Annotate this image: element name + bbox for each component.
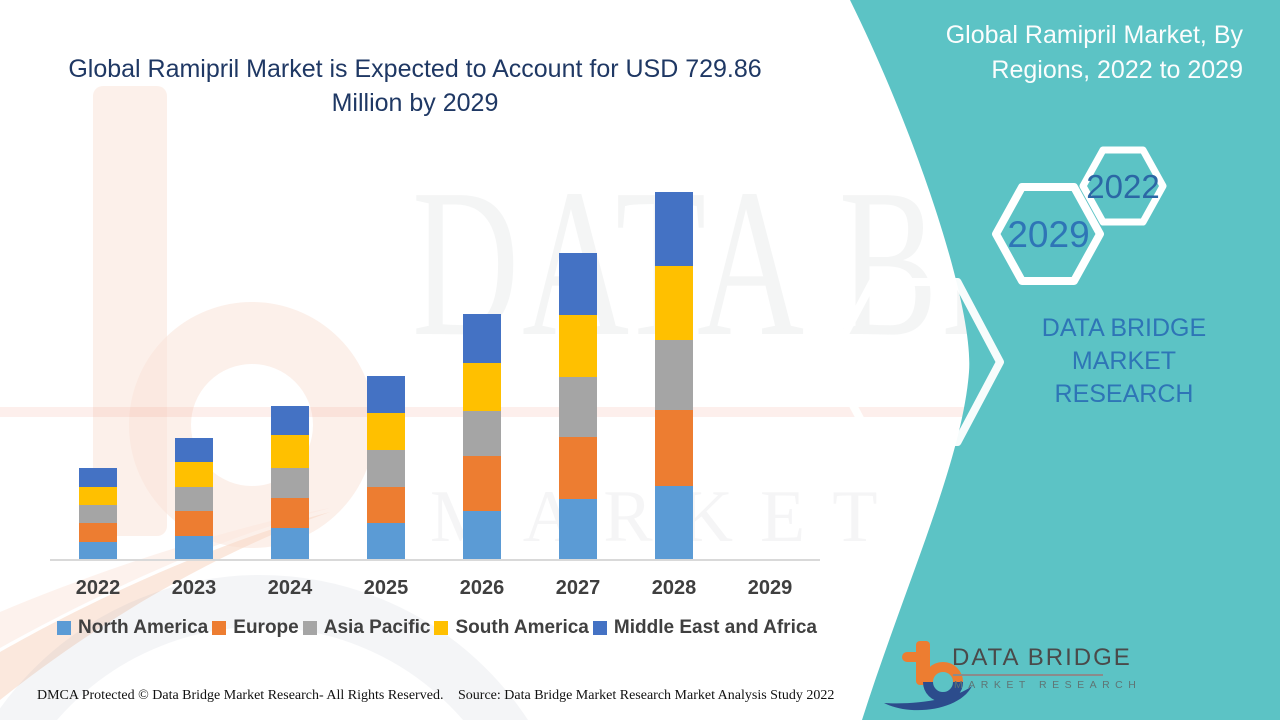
bar-segment-2026-south-america [463,362,501,411]
legend-swatch-icon [592,621,607,635]
legend-item-south-america: South America [434,617,589,639]
panel-title: Global Ramipril Market, By Regions, 2022… [913,18,1243,88]
x-axis-label-2029: 2029 [747,577,793,599]
bar-segment-2023-middle-east-and-africa [175,437,213,462]
bar-segment-2024-north-america [271,528,309,560]
dmca-notice: DMCA Protected © Data Bridge Market Rese… [37,688,444,703]
badge-2022: 2022 [1086,168,1160,205]
page-title: Global Ramipril Market is Expected to Ac… [65,52,765,120]
bar-segment-2025-europe [367,486,405,524]
bar-segment-2028-europe [655,409,693,486]
badge-2029: 2029 [1007,214,1090,255]
legend-item-north-america: North America [57,617,208,639]
x-axis-label-2027: 2027 [555,577,601,599]
bar-segment-2028-middle-east-and-africa [655,192,693,267]
bar-segment-2026-asia-pacific [463,410,501,456]
bar-segment-2025-middle-east-and-africa [367,375,405,413]
bar-segment-2027-north-america [559,498,597,560]
legend-label: South America [455,617,589,638]
x-axis-label-2022: 2022 [75,577,121,599]
x-axis-label-2024: 2024 [267,577,313,599]
bar-segment-2025-asia-pacific [367,449,405,487]
bar-segment-2027-south-america [559,314,597,378]
bar-segment-2027-asia-pacific [559,377,597,438]
x-axis-label-2023: 2023 [171,577,217,599]
bar-segment-2022-asia-pacific [79,504,117,523]
logo-wordmark: DATA BRIDGE [952,644,1132,671]
legend-item-europe: Europe [212,617,299,639]
bar-segment-2028-asia-pacific [655,339,693,410]
page-title-line1: Global Ramipril Market is Expected to Ac… [68,55,762,83]
logo-underline [953,674,1103,676]
legend-swatch-icon [302,621,317,635]
x-axis-label-2025: 2025 [363,577,409,599]
bar-segment-2023-north-america [175,536,213,560]
bar-segment-2024-middle-east-and-africa [271,405,309,435]
bar-segment-2023-south-america [175,461,213,487]
chart-legend: North America Europe Asia Pacific South Ame… [57,617,817,639]
legend-swatch-icon [212,621,227,635]
bar-segment-2023-europe [175,510,213,536]
x-axis-line [50,559,820,561]
bar-segment-2027-europe [559,437,597,499]
panel-title-line2: Regions, 2022 to 2029 [991,56,1243,84]
bar-segment-2026-middle-east-and-africa [463,313,501,363]
legend-label: Europe [233,617,299,638]
legend-label: Asia Pacific [323,617,431,638]
legend-label: Middle East and Africa [613,617,817,638]
bar-segment-2022-middle-east-and-africa [79,468,117,487]
x-axis-label-2028: 2028 [651,577,697,599]
source-note: Source: Data Bridge Market Research Mark… [458,688,835,703]
brand-text-line2: RESEARCH [1054,380,1194,408]
page-title-line2: Million by 2029 [331,89,499,117]
bar-segment-2022-europe [79,522,117,542]
bar-segment-2024-europe [271,498,309,528]
bar-segment-2024-south-america [271,435,309,469]
bar-segment-2028-south-america [655,266,693,340]
logo-subtext: MARKET RESEARCH [954,679,1142,691]
x-axis-label-2026: 2026 [459,577,505,599]
bar-segment-2022-north-america [79,541,117,560]
bar-segment-2022-south-america [79,486,117,505]
bar-segment-2023-asia-pacific [175,486,213,511]
legend-item-asia-pacific: Asia Pacific [302,617,431,639]
bar-segment-2026-europe [463,455,501,512]
panel-title-line1: Global Ramipril Market, By [945,21,1243,49]
bar-segment-2025-north-america [367,523,405,560]
bar-segment-2024-asia-pacific [271,468,309,498]
bar-segment-2027-middle-east-and-africa [559,253,597,315]
bar-segment-2025-south-america [367,413,405,450]
brand-text-line1: DATA BRIDGE MARKET [1041,314,1207,375]
bar-segment-2026-north-america [463,511,501,560]
bar-segment-2028-north-america [655,485,693,560]
legend-label: North America [78,617,209,638]
legend-item-middle-east-and-africa: Middle East and Africa [592,617,817,639]
brand-text: DATA BRIDGE MARKET RESEARCH [998,312,1250,411]
legend-swatch-icon [434,621,449,635]
legend-swatch-icon [57,621,71,635]
